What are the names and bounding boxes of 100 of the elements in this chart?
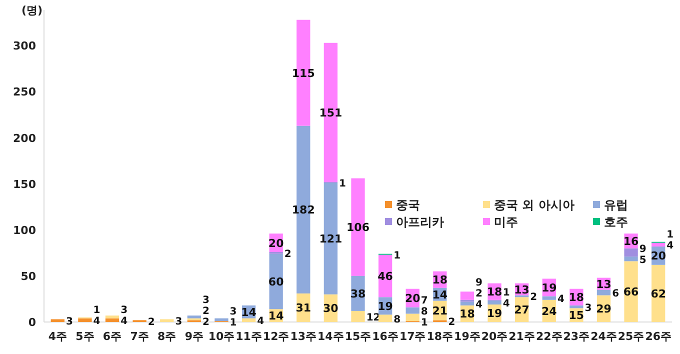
- data-label: 9: [639, 244, 646, 255]
- data-label: 13: [596, 278, 612, 291]
- data-label: 4: [557, 294, 564, 306]
- x-tick-label: 21주: [508, 330, 535, 343]
- bar: [624, 256, 638, 262]
- data-label: 19: [378, 300, 393, 313]
- bar: [624, 248, 638, 257]
- data-label: 4: [666, 240, 674, 252]
- data-label: 9: [476, 278, 483, 289]
- bar: [214, 318, 228, 322]
- data-label: 18: [460, 308, 475, 321]
- data-label: 8: [394, 314, 401, 326]
- y-tick-label: 200: [13, 132, 36, 145]
- bar: [160, 319, 174, 322]
- bar: [105, 318, 120, 322]
- bar: [488, 300, 502, 304]
- legend-label: 중국 외 아시아: [494, 198, 574, 212]
- data-label: 1: [420, 318, 428, 329]
- legend-label: 호주: [604, 215, 628, 229]
- data-label: 1: [93, 305, 100, 316]
- data-label: 16: [623, 234, 640, 248]
- y-tick-label: 100: [13, 224, 36, 237]
- data-label: 4: [120, 316, 128, 328]
- x-tick-label: 10주: [208, 330, 235, 343]
- x-tick-label: 5주: [76, 330, 94, 343]
- x-tick-label: 14주: [318, 330, 344, 343]
- data-label: 2: [284, 248, 292, 260]
- data-label: 2: [530, 292, 538, 304]
- data-label: 15: [568, 309, 584, 322]
- x-tick-label: 23주: [563, 330, 590, 343]
- bar: [460, 302, 474, 306]
- data-label: 20: [650, 250, 666, 263]
- data-label: 1: [230, 318, 237, 329]
- x-tick-label: 20주: [481, 330, 508, 343]
- data-label: 20: [268, 236, 284, 250]
- data-label: 4: [476, 300, 483, 311]
- data-label: 3: [584, 302, 592, 314]
- data-label: 66: [623, 286, 640, 299]
- data-label: 1: [666, 230, 674, 241]
- y-axis-title: (명): [21, 4, 43, 17]
- bar: [542, 296, 556, 300]
- data-label: 3: [120, 305, 128, 316]
- data-label: 5: [639, 254, 646, 266]
- data-label: 1: [502, 288, 510, 299]
- x-tick-label: 7주: [130, 330, 149, 343]
- data-label: 8: [420, 306, 428, 318]
- legend-label: 중국: [396, 198, 420, 212]
- bar: [406, 307, 420, 314]
- x-tick-label: 17주: [399, 330, 426, 343]
- legend-label: 유럽: [604, 198, 628, 212]
- x-tick-label: 12주: [262, 330, 290, 343]
- data-label: 2: [202, 317, 210, 328]
- data-label: 13: [514, 283, 530, 296]
- x-tick-label: 11주: [236, 330, 262, 343]
- data-label: 7: [420, 296, 428, 307]
- y-tick-label: 300: [13, 40, 36, 53]
- x-tick-label: 26주: [645, 330, 672, 343]
- data-label: 18: [568, 291, 584, 304]
- y-tick-label: 250: [13, 86, 36, 99]
- bar: [570, 305, 584, 308]
- data-label: 31: [296, 302, 312, 315]
- y-tick-label: 50: [20, 270, 36, 283]
- x-tick-label: 16주: [372, 330, 398, 343]
- data-label: 4: [257, 316, 264, 328]
- x-tick-label: 15주: [344, 330, 372, 343]
- x-tick-label: 4주: [48, 330, 67, 343]
- bar: [187, 316, 201, 318]
- data-label: 3: [202, 295, 210, 306]
- data-label: 62: [650, 287, 666, 300]
- data-label: 24: [541, 304, 558, 318]
- data-label: 14: [241, 306, 257, 319]
- x-tick-label: 13주: [290, 330, 317, 343]
- data-label: 18: [432, 274, 448, 287]
- data-label: 3: [230, 306, 237, 318]
- bar: [460, 292, 474, 300]
- bar: [378, 314, 392, 322]
- data-label: 115: [292, 66, 315, 80]
- x-tick-label: 24주: [590, 330, 617, 343]
- data-label: 4: [502, 298, 510, 310]
- data-label: 29: [596, 302, 612, 316]
- x-tick-label: 18주: [426, 330, 454, 343]
- data-label: 21: [432, 304, 448, 318]
- data-label: 19: [486, 307, 502, 320]
- bar: [406, 314, 420, 322]
- x-tick-label: 8주: [158, 330, 176, 343]
- data-label: 2: [202, 306, 210, 318]
- x-tick-label: 19주: [454, 330, 480, 343]
- data-label: 18: [486, 286, 502, 299]
- data-label: 14: [432, 288, 448, 302]
- data-label: 6: [612, 288, 620, 300]
- x-tick-label: 22주: [536, 330, 562, 343]
- data-label: 2: [148, 317, 155, 328]
- bar: [624, 261, 638, 322]
- x-tick-label: 9주: [184, 330, 204, 343]
- data-label: 3: [66, 316, 73, 328]
- data-label: 14: [268, 310, 284, 323]
- x-tick-label: 6주: [102, 330, 122, 343]
- bar: [242, 318, 256, 322]
- y-tick-label: 150: [13, 178, 36, 191]
- data-label: 2: [476, 288, 483, 300]
